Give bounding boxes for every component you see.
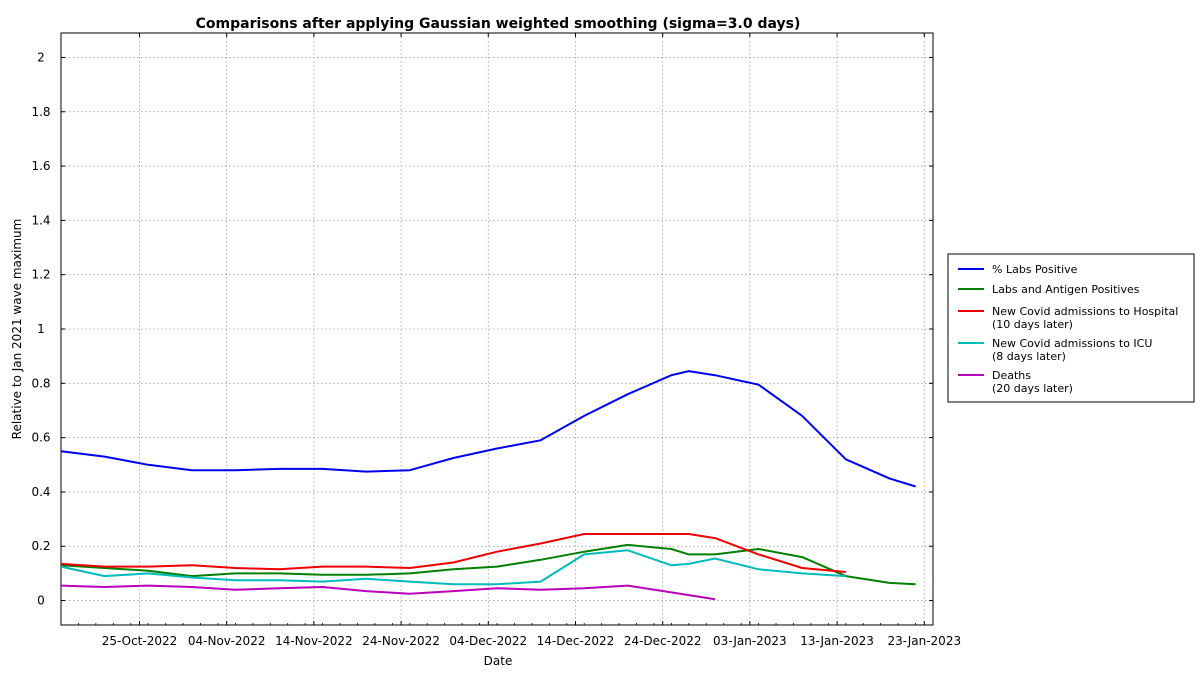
series-lines [60, 370, 916, 601]
y-tick-label: 1 [37, 322, 45, 336]
y-tick-label: 1.6 [31, 159, 50, 173]
series-line-4 [60, 584, 716, 601]
series-line-3 [60, 549, 846, 586]
x-tick-label: 04-Dec-2022 [449, 634, 527, 648]
y-tick-label: 0.4 [31, 485, 50, 499]
y-tick-label: 0 [37, 594, 45, 608]
gridlines [61, 33, 933, 625]
legend-label-2: (10 days later) [992, 318, 1073, 331]
legend-label-4: Deaths [992, 369, 1031, 382]
x-tick-label: 04-Nov-2022 [188, 634, 266, 648]
x-tick-label: 14-Dec-2022 [537, 634, 615, 648]
chart-title: Comparisons after applying Gaussian weig… [196, 16, 801, 32]
legend-label-1: Labs and Antigen Positives [992, 283, 1140, 296]
y-tick-label: 1.2 [31, 268, 50, 282]
legend-box [947, 253, 1195, 403]
series-line-1 [60, 543, 916, 586]
x-tick-label: 24-Dec-2022 [624, 634, 702, 648]
y-tick-label: 2 [37, 50, 45, 64]
y-tick-label: 0.2 [31, 539, 50, 553]
legend-label-4: (20 days later) [992, 382, 1073, 395]
legend-label-3: (8 days later) [992, 350, 1066, 363]
x-tick-label: 23-Jan-2023 [887, 634, 961, 648]
y-tick-label: 1.8 [31, 105, 50, 119]
axis-ticks: 0 0.2 0.4 0.6 0.8 1 1.2 1.4 1.6 1.8 2 25-Oct-2022 04… [31, 33, 961, 648]
series-line-0 [60, 370, 916, 488]
legend-label-2: New Covid admissions to Hospital [992, 305, 1178, 318]
legend-label-0: % Labs Positive [992, 263, 1078, 276]
legend-label-3: New Covid admissions to ICU [992, 337, 1152, 350]
x-tick-label: 03-Jan-2023 [713, 634, 787, 648]
legend: % Labs Positive Labs and Antigen Positive… [947, 253, 1195, 403]
x-tick-label: 24-Nov-2022 [362, 634, 440, 648]
x-tick-label: 13-Jan-2023 [800, 634, 874, 648]
x-tick-label: 25-Oct-2022 [102, 634, 178, 648]
x-tick-label: 14-Nov-2022 [275, 634, 353, 648]
x-axis-label: Date [484, 654, 513, 668]
y-axis-label: Relative to Jan 2021 wave maximum [10, 219, 24, 440]
y-tick-label: 0.6 [31, 431, 50, 445]
y-tick-label: 0.8 [31, 376, 50, 390]
y-tick-label: 1.4 [31, 213, 50, 227]
series-line-2 [60, 533, 846, 573]
